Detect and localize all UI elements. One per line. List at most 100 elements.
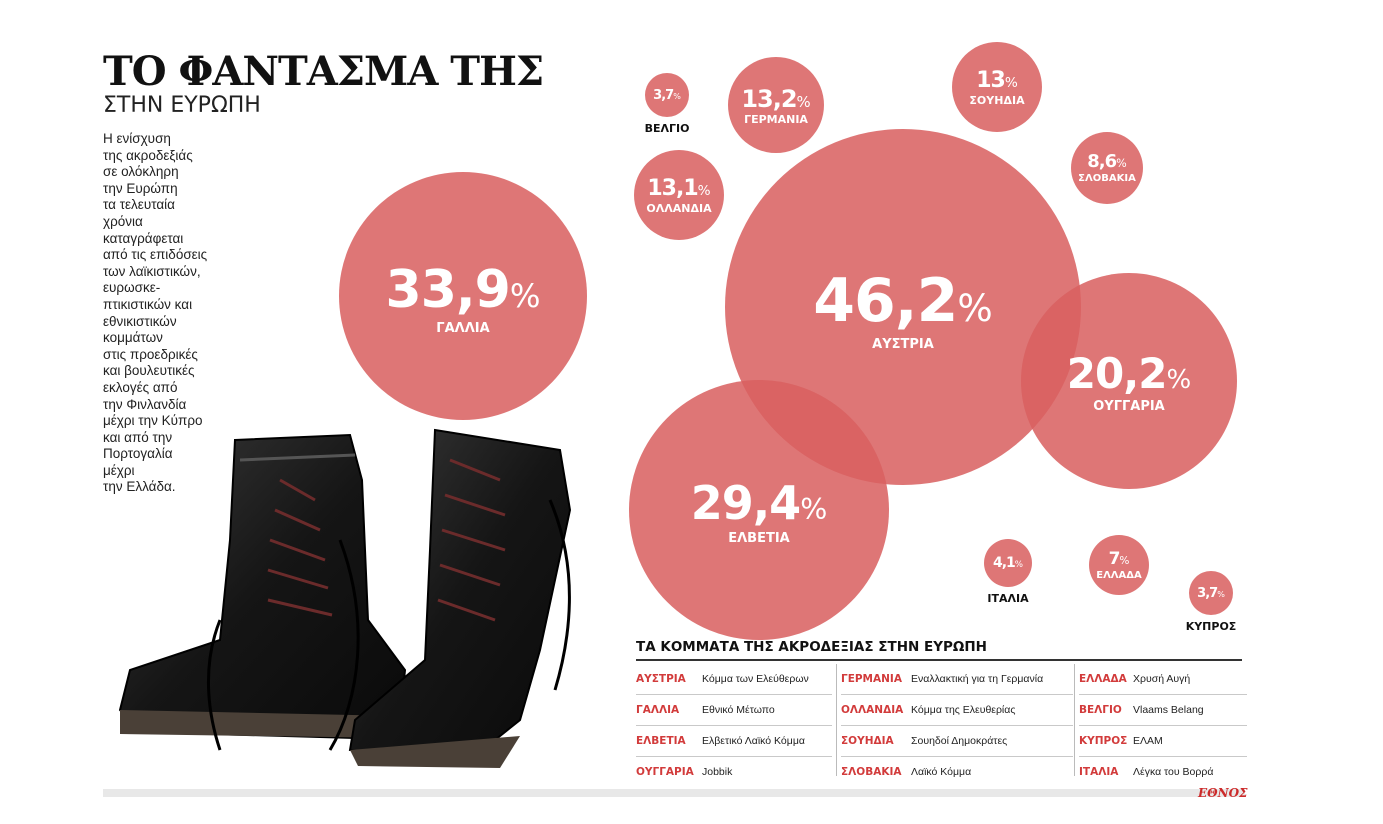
bubble-country: ΓΑΛΛΙΑ [436, 320, 490, 336]
bubble-value-unit: % [1004, 74, 1018, 91]
intro-line: ευρωσκε- [103, 280, 161, 296]
bubble-label: 3,7% [1197, 587, 1225, 600]
bubble-value-unit: % [509, 276, 541, 315]
bubble-value: 29,4% [691, 480, 828, 526]
bubble-value: 4,1% [993, 556, 1023, 570]
intro-line: εθνικιστικών [103, 313, 177, 329]
party-country: ΟΥΓΓΑΡΙΑ [636, 766, 694, 778]
party-name: Χρυσή Αυγή [1133, 673, 1191, 685]
intro-line: κομμάτων [103, 330, 163, 346]
bubble [728, 57, 824, 153]
party-row: ΕΛΒΕΤΙΑ Ελβετικό Λαϊκό Κόμμα [636, 726, 832, 757]
bubble-country: ΑΥΣΤΡΙΑ [872, 336, 934, 352]
bubble-country: ΓΕΡΜΑΝΙΑ [744, 112, 808, 126]
bubble [629, 380, 889, 640]
bubble-value: 33,9% [386, 264, 541, 316]
bubble-value-number: 20,2 [1066, 349, 1168, 399]
bubble-value: 46,2% [813, 271, 992, 331]
intro-line: σε ολόκληρη [103, 164, 179, 180]
party-row: ΣΟΥΗΔΙΑ Σουηδοί Δημοκράτες [841, 726, 1073, 757]
party-country: ΙΤΑΛΙΑ [1079, 766, 1119, 778]
bubble-value-unit: % [697, 182, 711, 199]
bubble-value-number: 13 [976, 67, 1006, 93]
party-row: ΟΥΓΓΑΡΙΑ Jobbik [636, 757, 832, 787]
boots-illustration [118, 428, 572, 768]
bubble-value-number: 3,7 [653, 87, 674, 103]
party-country: ΟΛΛΑΝΔΙΑ [841, 704, 904, 716]
intro-line: την Ελλάδα. [103, 479, 176, 495]
party-name: Λαϊκό Κόμμα [911, 766, 972, 778]
party-country: ΕΛΒΕΤΙΑ [636, 735, 686, 747]
party-name: ΕΛΑΜ [1133, 735, 1163, 747]
bubble-country: ΟΛΛΑΝΔΙΑ [646, 201, 712, 215]
bubble-country: ΣΟΥΗΔΙΑ [969, 93, 1025, 107]
bubble-value-unit: % [1014, 560, 1024, 570]
bubble-value-number: 7 [1108, 548, 1121, 569]
bubble-value-unit: % [1217, 589, 1225, 599]
intro-line: Η ενίσχυση [103, 131, 171, 146]
bubble-label: 33,9% ΓΑΛΛΙΑ [386, 264, 541, 337]
bubble-value-number: 29,4 [690, 476, 801, 531]
bubble-value-unit: % [1166, 365, 1192, 396]
bubble-value: 13% [969, 67, 1024, 93]
party-name: Ελβετικό Λαϊκό Κόμμα [702, 735, 805, 747]
parties-column: ΓΕΡΜΑΝΙΑ Εναλλακτική για τη Γερμανία ΟΛΛΑΝ… [836, 664, 1073, 778]
bubble-value-number: 33,9 [385, 259, 511, 320]
intro-line: μέχρι [103, 462, 135, 478]
bubble-label: 29,4% ΕΛΒΕΤΙΑ [691, 480, 828, 547]
intro-line: πτικιστικών και [103, 296, 193, 312]
page-subtitle: ΣΤΗΝ ΕΥΡΩΠΗ [103, 93, 261, 118]
parties-table: ΑΥΣΤΡΙΑ Κόμμα των Ελεύθερων ΓΑΛΛΙΑ Εθνικό Μ… [636, 664, 1247, 778]
bubble-value: 3,7% [653, 89, 681, 102]
intro-line: εκλογές από [103, 379, 178, 395]
party-row: ΓΕΡΜΑΝΙΑ Εναλλακτική για τη Γερμανία [841, 664, 1073, 695]
bubble-label: 8,6% ΣΛΟΒΑΚΙΑ [1078, 153, 1136, 185]
intro-line: από τις επιδόσεις [103, 247, 208, 263]
bubble-value: 7% [1096, 548, 1142, 569]
bubble [1071, 132, 1143, 204]
bubble-label: 3,7% [653, 89, 681, 102]
party-name: Σουηδοί Δημοκράτες [911, 735, 1008, 747]
bubble-label: 4,1% [993, 556, 1023, 570]
party-country: ΓΕΡΜΑΝΙΑ [841, 673, 902, 685]
bubble-value-unit: % [796, 92, 811, 111]
bubble [1021, 273, 1237, 489]
bubble-value-number: 8,6 [1087, 151, 1117, 173]
footer-bar [103, 789, 1245, 797]
bubble-value: 8,6% [1078, 153, 1136, 171]
party-row: ΒΕΛΓΙΟ Vlaams Belang [1079, 695, 1247, 726]
bubble [1189, 571, 1233, 615]
intro-line: καταγράφεται [103, 230, 184, 246]
page-title: ΤΟ ΦΑΝΤΑΣΜΑ ΤΗΣ [103, 48, 544, 95]
intro-text: Η ενίσχυση της ακροδεξιάς σε ολόκληρη την Ε… [103, 131, 219, 496]
bubble-value-unit: % [1119, 554, 1130, 567]
party-country: ΓΑΛΛΙΑ [636, 704, 680, 716]
party-row: ΟΛΛΑΝΔΙΑ Κόμμα της Ελευθερίας [841, 695, 1073, 726]
bubble-value: 13,2% [741, 87, 810, 111]
bubble [634, 150, 724, 240]
bubble-value-number: 13,1 [647, 175, 698, 201]
bubble-label: 13,1% ΟΛΛΑΝΔΙΑ [646, 175, 712, 216]
intro-line: στις προεδρικές [103, 346, 198, 362]
intro-line: της ακροδεξιάς [103, 147, 193, 163]
bubble [339, 172, 587, 420]
party-country: ΣΛΟΒΑΚΙΑ [841, 766, 902, 778]
bubble-value-number: 4,1 [992, 555, 1016, 571]
intro-line: την Ευρώπη [103, 180, 178, 196]
bubble-country: ΙΤΑΛΙΑ [987, 592, 1029, 605]
bubble [645, 73, 689, 117]
intro-line: και από την [103, 429, 173, 445]
party-row: ΕΛΛΑΔΑ Χρυσή Αυγή [1079, 664, 1247, 695]
bubble-country: ΕΛΛΑΔΑ [1096, 569, 1142, 581]
party-country: ΒΕΛΓΙΟ [1079, 704, 1122, 716]
intro-line: χρόνια [103, 213, 143, 229]
party-name: Jobbik [702, 766, 733, 778]
party-name: Κόμμα των Ελεύθερων [702, 673, 809, 685]
bubble-value-number: 46,2 [813, 265, 958, 336]
parties-table-rule [636, 659, 1242, 661]
bubble-value-unit: % [957, 285, 993, 330]
parties-column: ΕΛΛΑΔΑ Χρυσή Αυγή ΒΕΛΓΙΟ Vlaams Belang ΚΥΠΡΟ… [1074, 664, 1247, 778]
party-country: ΕΛΛΑΔΑ [1079, 673, 1127, 685]
parties-table-title: ΤΑ ΚΟΜΜΑΤΑ ΤΗΣ ΑΚΡΟΔΕΞΙΑΣ ΣΤΗΝ ΕΥΡΩΠΗ [636, 639, 987, 655]
brand-logo: ΕΘΝΟΣ [1198, 786, 1248, 800]
